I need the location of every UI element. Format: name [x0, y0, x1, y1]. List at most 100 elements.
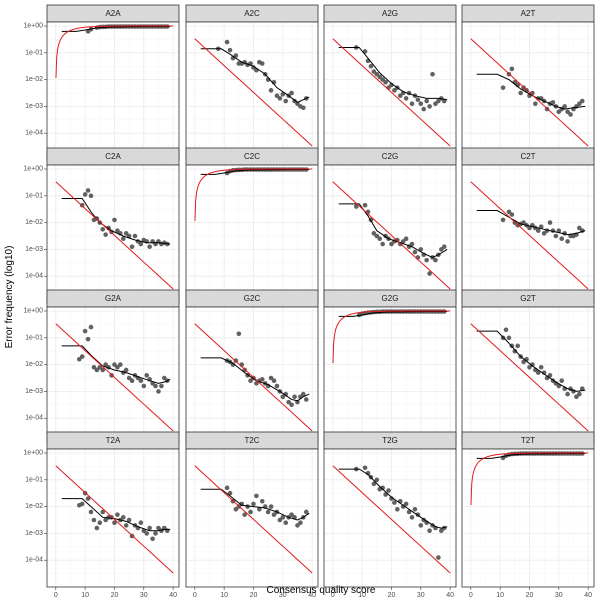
panel-data — [470, 181, 589, 290]
data-point — [295, 101, 300, 107]
data-point — [248, 378, 253, 383]
data-point — [521, 359, 526, 365]
data-point — [500, 85, 506, 90]
panel-a2g: A2G — [323, 4, 457, 161]
data-point — [159, 383, 164, 389]
data-point — [123, 367, 129, 373]
x-tick-label: 40 — [446, 592, 454, 599]
nominal-error-line — [55, 323, 174, 432]
data-point — [371, 481, 377, 487]
data-point — [227, 490, 233, 496]
x-tick-label: 20 — [526, 592, 534, 599]
y-tick-label: 1e-01 — [25, 476, 43, 483]
data-point — [509, 212, 515, 217]
data-point — [224, 485, 230, 491]
y-tick-label: 1e-01 — [25, 49, 43, 56]
data-point — [547, 220, 553, 225]
data-point — [392, 500, 397, 505]
data-point — [257, 506, 262, 512]
strip-label: G2C — [244, 294, 261, 303]
x-tick-label: 30 — [140, 592, 148, 599]
data-point — [441, 244, 447, 250]
data-point — [400, 239, 406, 244]
panel-c2c: C2C — [185, 147, 319, 304]
data-point — [97, 520, 103, 525]
y-tick-label: 1e-04 — [25, 273, 43, 280]
data-point — [509, 66, 515, 72]
data-point — [115, 512, 120, 517]
panel-c2t: C2T — [461, 147, 595, 304]
data-point — [85, 188, 91, 193]
data-point — [129, 244, 135, 250]
panel-data — [55, 323, 174, 432]
data-point — [439, 528, 444, 534]
y-tick-label: 1e+00 — [23, 450, 43, 457]
fitted-error-line — [338, 311, 448, 317]
data-point — [439, 247, 444, 252]
data-point — [362, 202, 368, 208]
data-point — [374, 233, 380, 239]
data-point — [433, 101, 438, 107]
data-point — [280, 515, 286, 520]
panel-a2a: A2A 1e+00 1e-01 1e-02 1e-03 1e-04 — [23, 4, 180, 161]
data-point — [577, 225, 582, 231]
data-point — [538, 224, 544, 229]
data-point — [362, 465, 368, 471]
strip-label: C2C — [244, 152, 260, 161]
panel-data — [194, 38, 313, 147]
panel-g2g: G2G — [323, 289, 457, 446]
x-tick-label: 30 — [555, 592, 563, 599]
data-point — [380, 241, 385, 247]
data-point — [392, 88, 397, 93]
y-tick-label: 1e-04 — [25, 557, 43, 564]
data-point — [289, 512, 294, 517]
strip-label: A2G — [382, 9, 398, 18]
data-point — [550, 100, 556, 105]
x-tick-label: 0 — [331, 592, 335, 599]
data-point — [565, 109, 570, 115]
data-point — [418, 523, 424, 528]
nominal-error-line — [332, 465, 451, 574]
y-tick-label: 1e-01 — [25, 192, 43, 199]
gridlines — [462, 307, 594, 445]
panel-data — [470, 451, 589, 506]
fitted-error-line — [200, 169, 310, 175]
nominal-error-line — [332, 38, 451, 147]
data-point — [562, 104, 567, 109]
panel-t2g: T2G 0 10 20 30 40 — [323, 431, 457, 599]
data-point — [527, 225, 532, 231]
y-tick-label: 1e+00 — [23, 308, 43, 315]
fitted-error-line — [338, 46, 448, 101]
data-point — [242, 512, 247, 517]
data-point — [88, 193, 94, 199]
x-tick-label: 10 — [358, 592, 366, 599]
data-point — [123, 523, 129, 528]
panel-data — [470, 38, 589, 147]
data-point — [91, 517, 97, 523]
panel-data — [55, 465, 174, 574]
data-point — [100, 509, 106, 515]
data-point — [506, 209, 512, 215]
panel-bg — [462, 449, 594, 587]
data-point — [254, 493, 259, 499]
panel-c2g: C2G — [323, 147, 457, 304]
y-tick-label: 1e-03 — [25, 103, 43, 110]
panel-data — [194, 323, 313, 432]
nominal-error-line — [470, 181, 589, 290]
fitted-error-line — [61, 198, 171, 245]
data-point — [141, 383, 147, 389]
data-point — [277, 517, 283, 523]
panel-a2t: A2T — [461, 4, 595, 161]
data-point — [79, 354, 85, 359]
data-point — [409, 101, 415, 107]
x-tick-label: 30 — [279, 592, 287, 599]
data-point — [271, 378, 277, 383]
data-point — [547, 373, 553, 378]
panel-data — [470, 323, 589, 432]
data-point — [371, 231, 377, 236]
fitted-error-line — [476, 330, 586, 392]
data-point — [91, 364, 97, 370]
y-tick-label: 1e-03 — [25, 246, 43, 253]
data-point — [295, 523, 300, 528]
